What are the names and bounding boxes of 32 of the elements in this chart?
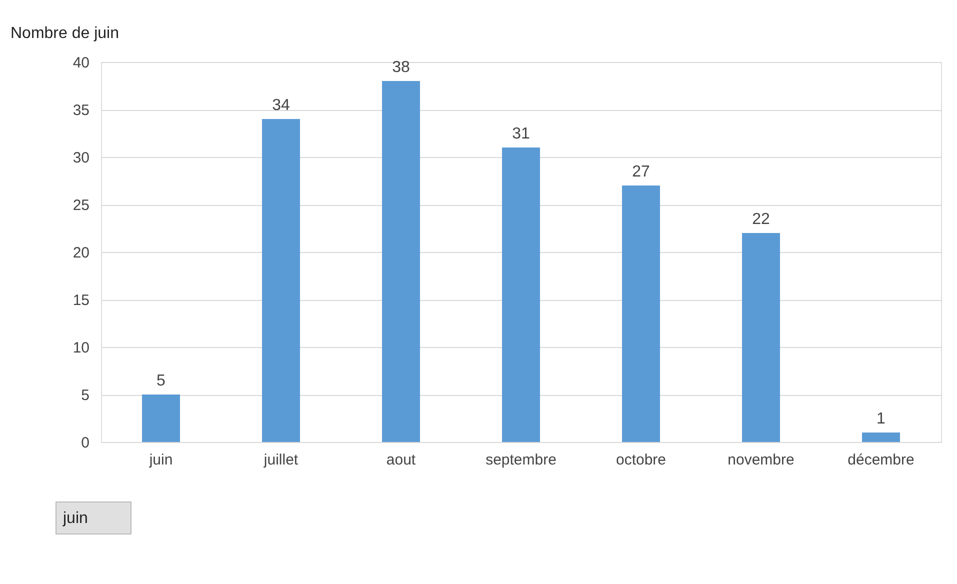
bar <box>382 81 420 442</box>
bar <box>502 148 540 442</box>
y-tick-label: 25 <box>72 197 90 214</box>
y-tick-label: 20 <box>72 244 90 262</box>
bar <box>622 186 660 442</box>
y-tick-label: 15 <box>72 292 90 309</box>
data-label: 38 <box>392 59 410 76</box>
x-tick-label: juin <box>148 452 173 468</box>
data-label: 5 <box>156 372 166 390</box>
x-tick-label: juillet <box>262 452 299 468</box>
data-label: 34 <box>272 97 290 114</box>
y-tick-label: 40 <box>72 54 90 72</box>
y-tick-label: 0 <box>81 434 90 452</box>
x-tick-label: novembre <box>728 452 794 468</box>
data-label: 31 <box>512 126 530 142</box>
bar <box>142 394 180 442</box>
y-tick-label: 10 <box>72 340 90 356</box>
data-label: 1 <box>876 410 886 428</box>
x-tick-label: septembre <box>486 452 556 468</box>
y-tick-label: 5 <box>81 387 90 404</box>
y-tick-label: 30 <box>72 150 90 166</box>
data-label: 27 <box>632 164 650 180</box>
text: juin <box>62 510 88 527</box>
x-tick-label: aout <box>386 452 416 468</box>
x-tick-label: décembre <box>848 452 914 468</box>
chart-title: Nombre de juin <box>10 25 119 42</box>
bar <box>862 432 900 442</box>
x-tick-label: octobre <box>616 452 666 468</box>
data-label: 22 <box>752 211 770 228</box>
y-tick-label: 35 <box>72 102 90 119</box>
bar <box>262 119 300 442</box>
bar <box>742 233 780 442</box>
